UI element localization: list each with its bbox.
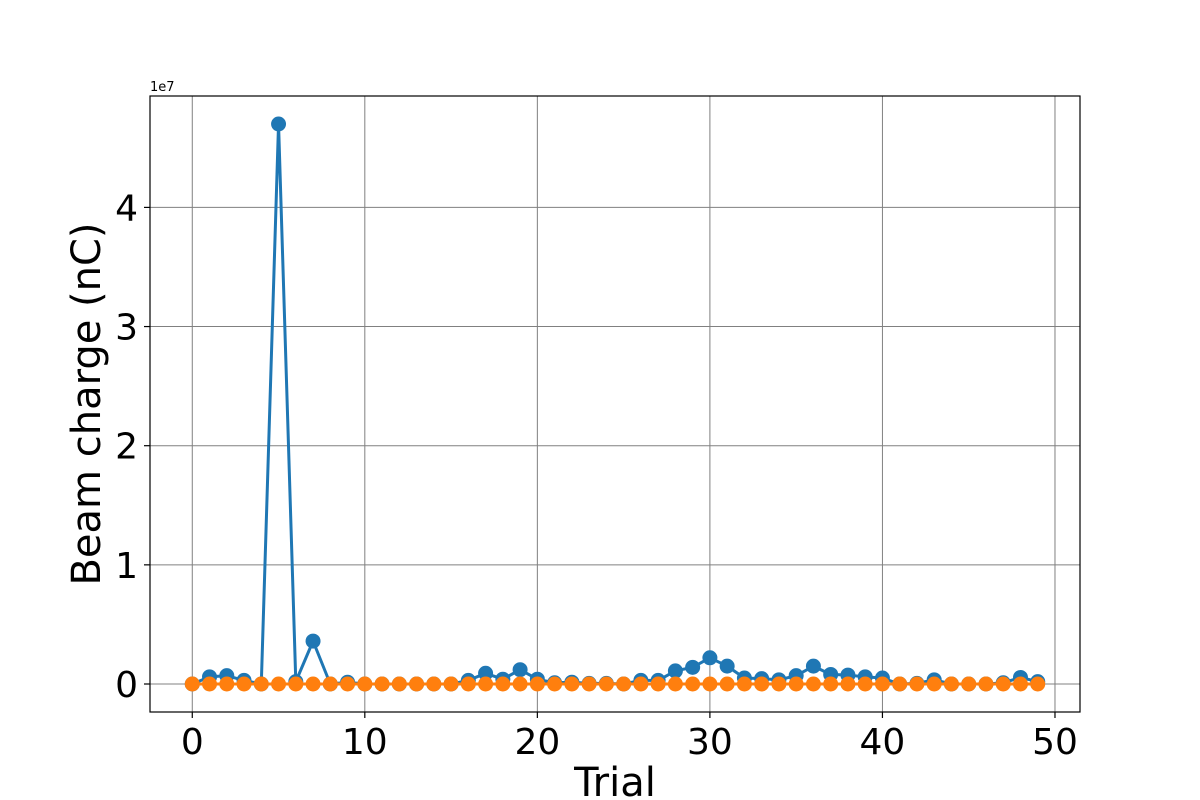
series-2-point: [874, 676, 890, 692]
series-2-point: [667, 676, 683, 692]
ticks: 0 10 20 30 40 50 0 1 2 3 4: [115, 188, 1078, 763]
series-1-point: [685, 659, 701, 675]
x-tick-label: 20: [514, 722, 560, 763]
series-2-point: [357, 676, 373, 692]
y-tick-label: 0: [115, 665, 138, 706]
y-tick-label: 2: [115, 427, 138, 468]
series-2-point: [1012, 676, 1028, 692]
y-tick-label: 3: [115, 308, 138, 349]
series-2-point: [219, 676, 235, 692]
series-2-point: [236, 676, 252, 692]
series-2-point: [771, 676, 787, 692]
series-2-point: [754, 676, 770, 692]
series-1-point: [702, 650, 718, 666]
series-2-point: [909, 676, 925, 692]
series-2-point: [271, 676, 287, 692]
series-2-point: [253, 676, 269, 692]
series-2-point: [547, 676, 563, 692]
series-2-point: [426, 676, 442, 692]
series-2-point: [322, 676, 338, 692]
x-tick-label: 0: [181, 722, 204, 763]
x-tick-label: 40: [860, 722, 906, 763]
series-2-point: [995, 676, 1011, 692]
series-2-point: [823, 676, 839, 692]
series-2-point: [840, 676, 856, 692]
series-1-point: [305, 633, 321, 649]
series-2-point: [184, 676, 200, 692]
series-2: [184, 676, 1046, 692]
series-2-point: [1030, 676, 1046, 692]
series-2-point: [564, 676, 580, 692]
series-2-point: [374, 676, 390, 692]
series-2-point: [788, 676, 804, 692]
series-2-point: [616, 676, 632, 692]
series-2-point: [943, 676, 959, 692]
x-tick-label: 10: [342, 722, 388, 763]
y-tick-label: 1: [115, 546, 138, 587]
series-1-point: [478, 665, 494, 681]
series-1-point: [667, 663, 683, 679]
series-2-point: [650, 676, 666, 692]
series-2-point: [598, 676, 614, 692]
x-tick-label: 50: [1032, 722, 1078, 763]
series-1: [184, 116, 1046, 692]
series-2-point: [495, 676, 511, 692]
series-2-point: [478, 676, 494, 692]
series-2-point: [892, 676, 908, 692]
series-2-point: [409, 676, 425, 692]
series-1-point: [512, 662, 528, 678]
series-1-point: [271, 116, 287, 132]
series-2-point: [857, 676, 873, 692]
x-tick-label: 30: [687, 722, 733, 763]
series-2-point: [926, 676, 942, 692]
series-1-point: [719, 658, 735, 674]
grid: [150, 96, 1080, 712]
series-2-point: [288, 676, 304, 692]
y-offset-label: 1e7: [150, 80, 175, 95]
series-2-point: [736, 676, 752, 692]
series-2-point: [961, 676, 977, 692]
series-2-point: [340, 676, 356, 692]
series-2-point: [978, 676, 994, 692]
x-axis-label: Trial: [573, 760, 656, 800]
series-layer: [184, 116, 1046, 692]
series-2-point: [719, 676, 735, 692]
series-2-point: [581, 676, 597, 692]
y-tick-label: 4: [115, 188, 138, 229]
series-2-point: [202, 676, 218, 692]
series-2-point: [685, 676, 701, 692]
series-2-point: [633, 676, 649, 692]
series-2-point: [443, 676, 459, 692]
series-2-point: [460, 676, 476, 692]
plot-frame: [149, 95, 1081, 713]
series-1-point: [805, 658, 821, 674]
series-1-line: [191, 122, 1039, 686]
series-2-point: [305, 676, 321, 692]
series-2-point: [529, 676, 545, 692]
y-axis-label: Beam charge (nC): [64, 222, 110, 585]
series-2-point: [805, 676, 821, 692]
series-2-point: [702, 676, 718, 692]
series-2-point: [512, 676, 528, 692]
series-2-point: [391, 676, 407, 692]
